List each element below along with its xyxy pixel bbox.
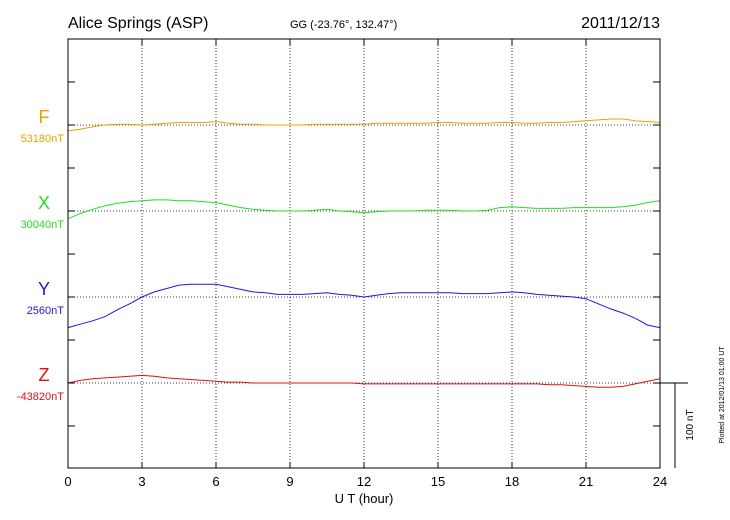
scale-bar: 100 nT — [660, 382, 696, 468]
x-tick-label: 21 — [579, 474, 593, 489]
grid-lines — [68, 39, 660, 468]
series-name-x: X — [38, 193, 50, 213]
x-tick-label: 0 — [64, 474, 71, 489]
series-line-x — [67, 199, 661, 220]
x-tick-label: 3 — [138, 474, 145, 489]
series-baseline-f: 53180nT — [21, 133, 65, 145]
series-line-y — [67, 283, 661, 329]
x-axis-ticks: 0 3 6 9 12 15 18 21 24 — [64, 39, 667, 489]
series-name-z: Z — [39, 365, 50, 385]
series-labels: F 53180nT X 30040nT Y 2560nT Z -43820nT — [17, 107, 64, 403]
x-axis-label: U T (hour) — [335, 491, 394, 506]
chart-date: 2011/12/13 — [581, 15, 660, 32]
plot-frame — [67, 38, 661, 469]
plotted-note: Plotted at 2012/01/13 01:00 UT — [719, 346, 726, 444]
x-tick-label: 12 — [357, 474, 371, 489]
series-baseline-z: -43820nT — [17, 391, 64, 403]
x-tick-label: 6 — [212, 474, 219, 489]
series-line-f — [67, 118, 661, 132]
chart-subtitle: GG (-23.76°, 132.47°) — [290, 19, 397, 31]
chart-title: Alice Springs (ASP) — [68, 15, 209, 32]
series-baseline-y: 2560nT — [27, 305, 65, 317]
x-tick-label: 9 — [286, 474, 293, 489]
scale-bar-label: 100 nT — [685, 409, 696, 440]
series-name-y: Y — [38, 279, 50, 299]
series-name-f: F — [39, 107, 50, 127]
x-tick-label: 24 — [653, 474, 667, 489]
series-lines — [67, 118, 661, 388]
x-tick-label: 18 — [505, 474, 519, 489]
series-baseline-x: 30040nT — [21, 219, 65, 231]
series-line-z — [67, 374, 661, 388]
x-tick-label: 15 — [431, 474, 445, 489]
